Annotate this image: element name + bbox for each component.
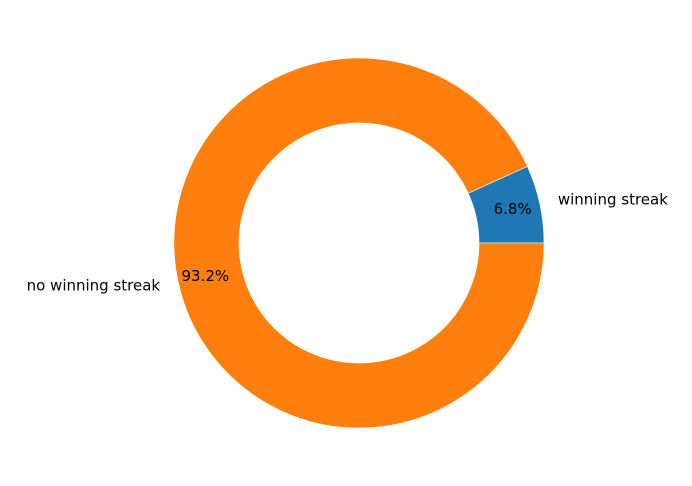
percent-label-winning-streak: 6.8% — [494, 200, 532, 218]
slice-label-winning-streak: winning streak — [558, 190, 668, 208]
slice-no-winning-streak — [173, 57, 545, 429]
percent-label-no-winning-streak: 93.2% — [181, 267, 229, 285]
donut-slices — [173, 57, 545, 429]
slice-label-no-winning-streak: no winning streak — [27, 277, 161, 295]
donut-labels: winning streak 6.8% no winning streak 93.2% — [27, 190, 669, 294]
